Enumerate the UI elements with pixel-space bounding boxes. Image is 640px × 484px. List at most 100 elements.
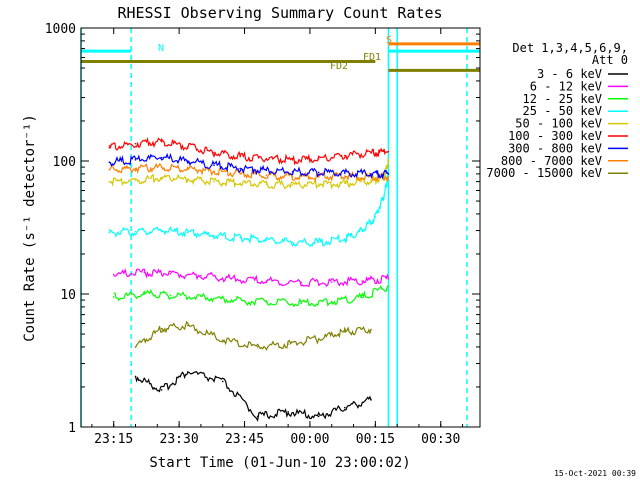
series-line-4 <box>108 172 389 248</box>
series-line-2 <box>113 285 389 308</box>
series-4-point-1 <box>134 230 137 233</box>
y-axis-label: Count Rate (s⁻¹ detector⁻¹) <box>22 114 38 342</box>
series-1-point-5 <box>287 343 289 345</box>
series-1-point-7 <box>344 330 346 333</box>
series-line-3 <box>113 268 389 288</box>
series-6-point-2 <box>160 166 163 168</box>
series-7-point-8 <box>317 171 320 174</box>
y-tick-label: 10 <box>60 288 76 303</box>
series-7-point-7 <box>291 170 294 173</box>
series-5-point-4 <box>213 180 215 183</box>
footer-timestamp: 15-Oct-2021 00:39 <box>554 469 636 478</box>
series-2-point-7 <box>330 300 333 303</box>
series-3-point-9 <box>387 278 390 280</box>
series-0-point-5 <box>287 411 289 413</box>
series-5-point-10 <box>370 179 372 182</box>
legend-label-1: 6 - 12 keV <box>530 79 602 93</box>
series-3-point-3 <box>200 274 202 277</box>
legend-label-7: 800 - 7000 keV <box>501 154 602 168</box>
x-tick-label: 23:30 <box>160 432 199 447</box>
series-5-point-6 <box>265 183 268 185</box>
series-2-point-6 <box>300 302 303 305</box>
series-6-point-4 <box>213 170 215 172</box>
series-5-point-11 <box>383 176 385 178</box>
series-1-point-1 <box>160 327 163 330</box>
series-7-point-6 <box>265 169 268 172</box>
series-4-point-0 <box>108 231 111 234</box>
annotation-s: S <box>386 35 392 46</box>
series-7-point-1 <box>134 159 137 161</box>
legend-label-4: 50 - 100 keV <box>515 117 602 131</box>
series-4-point-10 <box>361 229 364 232</box>
series-4-point-8 <box>317 241 320 244</box>
series-2-point-1 <box>143 293 146 295</box>
chart-title: RHESSI Observing Summary Count Rates <box>117 4 442 22</box>
series-6-point-1 <box>134 167 137 170</box>
series-5-point-9 <box>344 182 346 185</box>
y-tick-label: 1000 <box>45 22 76 37</box>
series-6-point-7 <box>291 176 294 178</box>
y-tick-label: 100 <box>53 155 76 170</box>
series-8-point-8 <box>317 157 320 160</box>
series-0-point-1 <box>160 389 163 391</box>
series-0-point-8 <box>370 399 372 401</box>
series-7-point-3 <box>187 160 189 162</box>
series-7-point-5 <box>239 167 241 170</box>
series-4-point-4 <box>213 234 215 237</box>
series-3-point-0 <box>112 273 115 276</box>
series-0-point-0 <box>134 375 137 378</box>
plot-area <box>80 28 480 427</box>
series-2-point-5 <box>265 301 268 303</box>
annotation-fd1: FD1 <box>363 52 381 63</box>
series-8-point-2 <box>160 140 163 143</box>
legend-header-line-1: Det 1,3,4,5,6,9, <box>512 41 628 55</box>
series-8-point-6 <box>265 157 268 160</box>
legend-label-2: 12 - 25 keV <box>523 92 602 106</box>
x-tick-label: 23:45 <box>225 432 264 447</box>
annotation-fd2: FD2 <box>330 61 348 72</box>
series-4-point-5 <box>239 236 241 239</box>
series-1-point-6 <box>317 338 320 340</box>
series-7-point-4 <box>213 164 215 166</box>
series-4-point-3 <box>187 231 189 234</box>
series-3-point-2 <box>169 272 172 275</box>
series-6-point-8 <box>317 176 320 178</box>
series-4-point-11 <box>374 216 377 218</box>
series-3-point-6 <box>300 281 303 284</box>
series-8-point-1 <box>134 142 137 145</box>
x-tick-label: 23:15 <box>94 432 133 447</box>
series-6-point-11 <box>387 176 390 178</box>
series-8-point-0 <box>108 146 111 149</box>
series-2-point-8 <box>361 296 364 299</box>
legend-label-5: 100 - 300 keV <box>508 129 602 143</box>
series-2-point-4 <box>230 299 233 301</box>
series-4-point-7 <box>291 241 294 244</box>
series-2-point-2 <box>169 294 172 296</box>
y-tick-label: 1 <box>68 421 76 436</box>
legend-label-0: 3 - 6 keV <box>537 67 602 81</box>
series-8-point-9 <box>344 154 346 157</box>
series-3-point-8 <box>361 280 364 282</box>
series-8-point-4 <box>213 151 215 154</box>
series-0-point-6 <box>317 415 320 418</box>
series-line-1 <box>134 320 372 351</box>
series-4-point-6 <box>265 239 268 241</box>
x-tick-label: 00:15 <box>356 432 395 447</box>
x-tick-label: 00:30 <box>421 432 460 447</box>
legend-label-8: 7000 - 15000 keV <box>486 166 602 180</box>
series-3-point-4 <box>230 278 233 280</box>
series-4-point-2 <box>160 229 163 232</box>
series-3-point-1 <box>143 271 146 274</box>
series-5-point-2 <box>160 176 163 179</box>
series-2-point-9 <box>387 285 390 287</box>
series-0-point-2 <box>187 371 189 373</box>
series-1-point-2 <box>187 324 189 327</box>
legend-label-6: 300 - 800 keV <box>508 141 602 155</box>
series-5-point-3 <box>187 178 189 180</box>
series-0-point-7 <box>344 406 346 409</box>
series-6-point-9 <box>344 175 346 177</box>
series-8-point-3 <box>187 145 189 148</box>
series-1-point-8 <box>370 328 372 331</box>
